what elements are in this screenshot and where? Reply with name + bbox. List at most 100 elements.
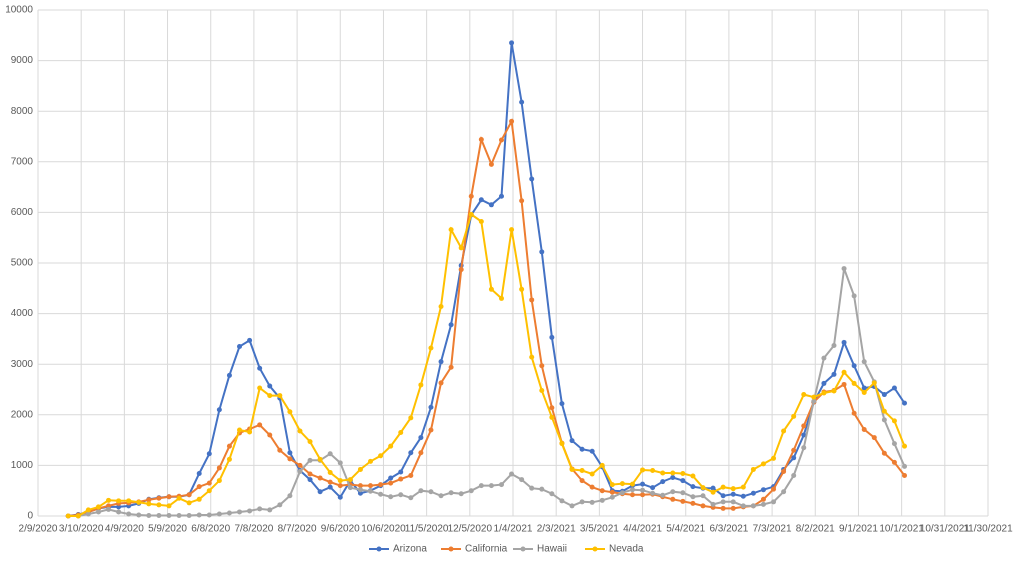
x-tick-label: 11/30/2021 (963, 524, 1013, 535)
x-tick-label: 11/5/2020 (405, 524, 449, 535)
marker (519, 477, 525, 483)
marker (720, 505, 726, 511)
y-tick-label: 7000 (11, 156, 34, 167)
marker (206, 451, 212, 457)
marker (186, 500, 192, 506)
marker (791, 455, 797, 461)
marker (771, 499, 777, 505)
marker (75, 513, 81, 519)
marker (760, 501, 766, 507)
marker (398, 492, 404, 498)
marker (378, 491, 384, 497)
marker (146, 497, 152, 503)
marker (640, 487, 646, 493)
x-tick-label: 3/5/2021 (580, 524, 619, 535)
marker (680, 490, 686, 496)
marker (498, 137, 504, 143)
marker (609, 482, 615, 488)
marker (216, 465, 222, 471)
marker (378, 482, 384, 488)
y-tick-label: 10000 (5, 5, 33, 16)
marker (690, 473, 696, 479)
marker (287, 409, 293, 415)
marker (388, 475, 394, 481)
marker (821, 380, 827, 386)
marker (569, 466, 575, 472)
marker (670, 496, 676, 502)
marker (539, 363, 545, 369)
marker (368, 483, 373, 489)
marker (720, 484, 726, 490)
marker (247, 337, 253, 343)
x-tick-label: 10/31/2021 (920, 524, 970, 535)
marker (881, 417, 887, 423)
marker (801, 423, 807, 429)
marker (619, 481, 625, 487)
marker (277, 393, 283, 399)
line (68, 212, 906, 517)
marker (640, 481, 646, 487)
marker (237, 509, 243, 515)
marker (337, 483, 343, 489)
marker (720, 493, 726, 499)
marker (498, 295, 504, 301)
marker (257, 365, 263, 371)
series (65, 266, 908, 519)
marker (579, 467, 585, 473)
x-tick-label: 3/10/2020 (59, 524, 104, 535)
marker (841, 266, 847, 272)
marker (307, 477, 313, 483)
marker (559, 441, 565, 447)
legend: Arizona California Hawaii Nevada (369, 544, 644, 555)
marker (509, 471, 515, 477)
marker (478, 483, 484, 489)
marker (529, 354, 535, 360)
marker (418, 450, 424, 456)
marker (297, 468, 303, 474)
marker (760, 487, 766, 493)
marker (408, 495, 414, 501)
y-tick-label: 1000 (11, 460, 34, 471)
marker (186, 492, 192, 498)
marker (841, 369, 847, 375)
marker (438, 380, 444, 386)
marker (206, 488, 212, 494)
marker (831, 388, 837, 394)
marker (257, 385, 263, 391)
marker (861, 359, 867, 365)
marker (902, 443, 908, 449)
marker (619, 490, 625, 496)
marker (468, 211, 474, 217)
marker (690, 484, 696, 490)
marker (690, 494, 696, 500)
marker (599, 488, 605, 494)
marker (418, 382, 424, 388)
marker (196, 496, 202, 502)
marker (710, 501, 716, 507)
marker (116, 498, 122, 504)
marker (428, 345, 434, 351)
marker (478, 219, 484, 225)
marker (398, 469, 404, 475)
marker (650, 467, 656, 473)
marker (156, 512, 162, 518)
legend-label: Hawaii (537, 544, 567, 555)
marker (226, 372, 232, 378)
marker (226, 443, 232, 449)
marker (851, 363, 857, 369)
marker (297, 428, 303, 434)
marker (791, 473, 797, 479)
marker (438, 493, 444, 499)
marker (95, 509, 101, 515)
marker (509, 227, 515, 233)
marker (388, 480, 394, 486)
marker (811, 398, 817, 404)
marker (357, 466, 363, 472)
marker (730, 499, 736, 505)
marker (206, 512, 212, 518)
y-tick-label: 3000 (11, 359, 34, 370)
marker (317, 475, 323, 481)
x-tick-label: 9/6/2020 (321, 524, 360, 535)
marker (307, 439, 313, 445)
marker (237, 343, 243, 349)
